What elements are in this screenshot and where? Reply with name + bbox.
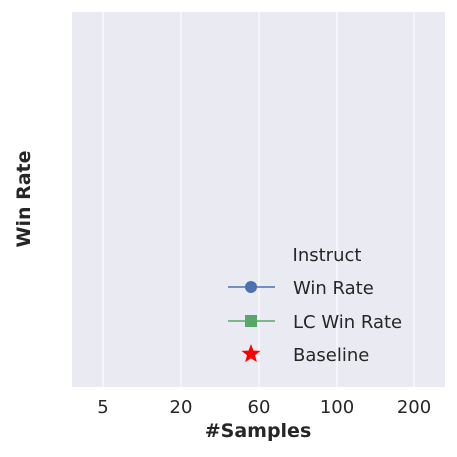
x-tick-label: 100 — [320, 397, 354, 418]
grid — [102, 12, 415, 387]
legend-lc-win-rate-marker — [245, 315, 257, 327]
x-tick-label: 60 — [248, 397, 271, 418]
x-tick-label: 5 — [97, 397, 108, 418]
legend-baseline-label: Baseline — [293, 345, 369, 366]
x-tick-label: 200 — [397, 397, 431, 418]
x-tick-label: 20 — [170, 397, 193, 418]
legend-baseline-marker — [241, 344, 261, 363]
legend-win-rate-marker — [245, 281, 257, 293]
y-axis-title: Win Rate — [13, 150, 35, 247]
legend-title: Instruct — [293, 245, 362, 266]
x-axis-title: #Samples — [205, 420, 312, 442]
legend: Instruct Win Rate LC Win Rate Baseline — [228, 245, 402, 366]
legend-lc-win-rate-label: LC Win Rate — [293, 312, 402, 333]
legend-win-rate-label: Win Rate — [293, 278, 374, 299]
x-tick-labels: 5 20 60 100 200 — [97, 397, 431, 418]
